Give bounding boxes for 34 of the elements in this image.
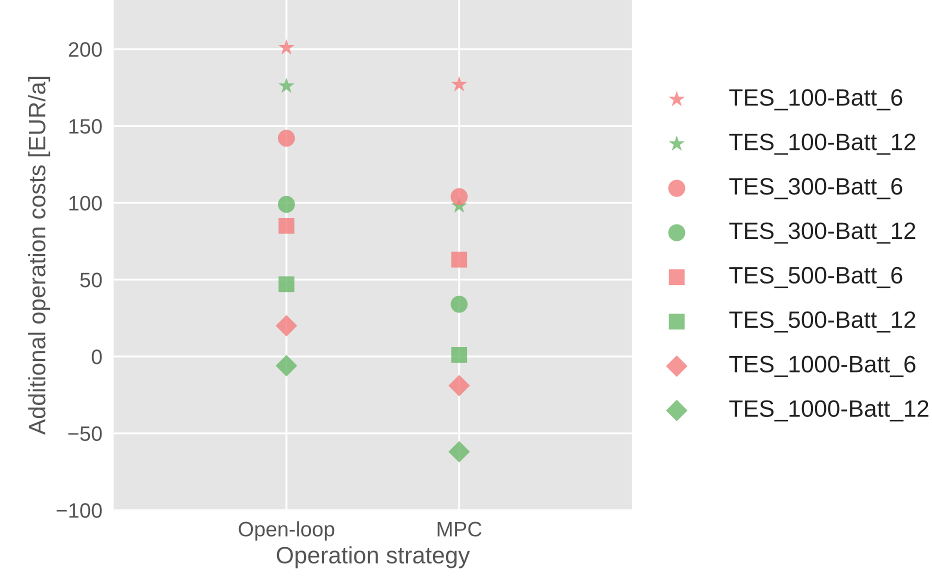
point <box>276 314 298 336</box>
y-tick-label: 50 <box>80 272 102 288</box>
x-axis-title: Operation strategy <box>276 546 470 568</box>
legend-label: TES_300-Batt_6 <box>729 178 902 200</box>
point <box>278 218 294 234</box>
y-tick-label: 200 <box>68 42 102 57</box>
point <box>276 354 298 376</box>
point <box>451 252 468 268</box>
legend-label: TES_500-Batt_12 <box>729 311 916 333</box>
y-tick-label: 100 <box>69 196 102 211</box>
point <box>448 440 470 462</box>
point <box>448 374 470 396</box>
y-tick-label: 150 <box>69 118 102 134</box>
legend-label: TES_500-Batt_6 <box>729 266 902 288</box>
point <box>278 39 295 55</box>
point <box>450 296 468 313</box>
legend-label: TES_1000-Batt_12 <box>729 400 928 422</box>
point <box>451 76 468 92</box>
point <box>278 196 295 213</box>
y-tick-label: −100 <box>56 503 102 518</box>
legend-label: TES_1000-Batt_6 <box>729 356 916 377</box>
legend-label: TES_100-Batt_12 <box>729 134 916 155</box>
point <box>278 78 295 93</box>
x-tick-label: Open-loop <box>238 521 334 541</box>
legend-label: TES_100-Batt_6 <box>729 89 902 110</box>
y-tick-label: −50 <box>68 426 102 442</box>
y-tick-label: 0 <box>92 349 102 364</box>
y-axis-title: Additional operation costs [EUR/a] <box>28 76 50 435</box>
x-tick-label: MPC <box>438 522 482 537</box>
legend-label: TES_300-Batt_12 <box>729 222 916 244</box>
point <box>278 276 294 292</box>
point <box>451 347 468 363</box>
point <box>278 130 295 147</box>
point <box>450 188 468 206</box>
